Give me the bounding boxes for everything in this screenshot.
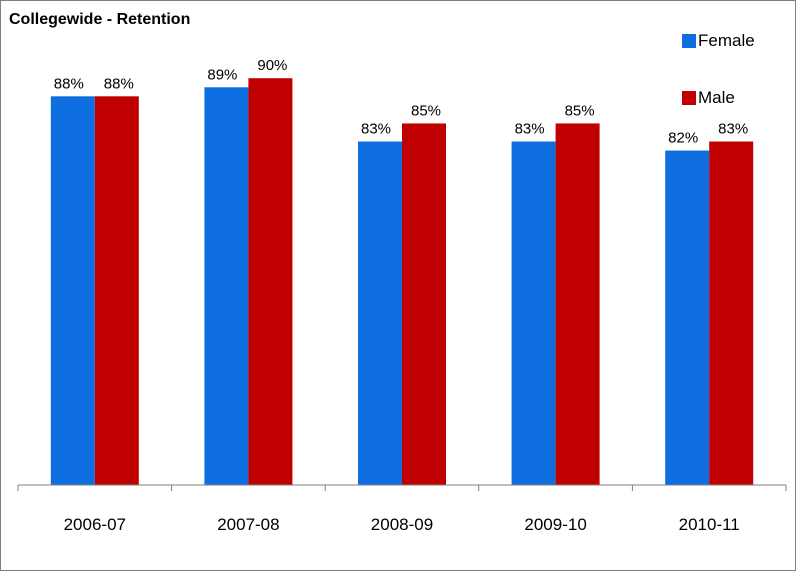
data-label-male-2008-09: 85% — [411, 102, 441, 119]
data-label-female-2010-11: 82% — [668, 130, 698, 147]
data-label-male-2010-11: 83% — [718, 121, 748, 138]
bar-female-2009-10 — [511, 141, 556, 485]
bar-male-2009-10 — [555, 123, 600, 486]
bar-female-2006-07 — [50, 96, 95, 486]
bar-female-2008-09 — [358, 141, 402, 485]
chart-title: Collegewide - Retention — [9, 11, 191, 28]
x-tick-label-2007-08: 2007-08 — [217, 515, 279, 534]
legend-label-male: Male — [698, 88, 735, 107]
x-tick-label-2006-07: 2006-07 — [64, 515, 126, 534]
bar-male-2007-08 — [248, 78, 293, 485]
legend-swatch-female — [682, 34, 696, 48]
data-label-male-2009-10: 85% — [565, 102, 595, 119]
data-label-male-2007-08: 90% — [257, 57, 287, 74]
legend-swatch-male — [682, 91, 696, 105]
bar-female-2010-11 — [665, 150, 710, 486]
data-label-female-2009-10: 83% — [515, 121, 545, 138]
data-label-male-2006-07: 88% — [104, 75, 134, 92]
bar-male-2010-11 — [709, 141, 754, 485]
bar-male-2006-07 — [94, 96, 139, 486]
x-tick-label-2009-10: 2009-10 — [524, 515, 586, 534]
data-label-female-2008-09: 83% — [361, 121, 391, 138]
legend-item-male: Male — [682, 88, 735, 108]
bar-female-2007-08 — [204, 87, 249, 486]
data-label-female-2007-08: 89% — [207, 66, 237, 83]
legend-item-female: Female — [682, 31, 755, 51]
legend-label-female: Female — [698, 31, 755, 50]
bar-male-2008-09 — [402, 123, 446, 486]
data-label-female-2006-07: 88% — [54, 75, 84, 92]
x-tick-label-2008-09: 2008-09 — [371, 515, 433, 534]
x-tick-label-2010-11: 2010-11 — [679, 515, 740, 534]
